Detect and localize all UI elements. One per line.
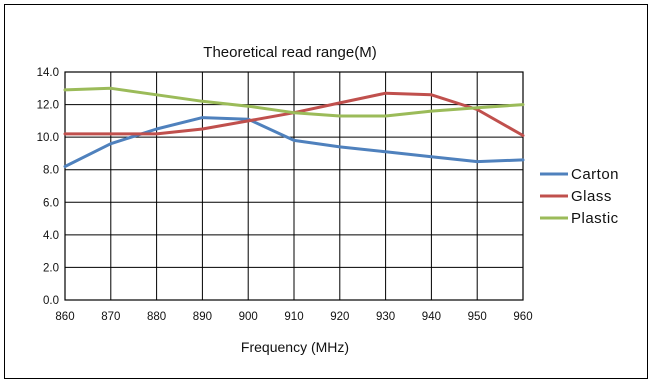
y-tick-label: 6.0	[43, 197, 59, 209]
legend-label-carton: Carton	[571, 166, 619, 183]
chart-frame	[4, 4, 648, 379]
legend-label-plastic: Plastic	[571, 210, 619, 227]
x-tick-label: 960	[513, 311, 532, 323]
chart-title: Theoretical read range(M)	[203, 44, 376, 61]
y-tick-labels: 0.0 2.0 4.0 6.0 8.0 10.0 12.0 14.0	[37, 67, 59, 307]
x-tick-label: 920	[330, 311, 349, 323]
x-tick-label: 870	[101, 311, 120, 323]
series-lines	[63, 86, 525, 168]
y-tick-label: 8.0	[43, 165, 59, 177]
x-tick-label: 890	[193, 311, 212, 323]
x-tick-label: 880	[147, 311, 166, 323]
x-tick-label: 950	[468, 311, 487, 323]
grid	[64, 71, 524, 301]
x-tick-label: 900	[239, 311, 258, 323]
x-tick-label: 930	[376, 311, 395, 323]
legend-label-glass: Glass	[571, 188, 612, 205]
x-tick-label: 910	[284, 311, 303, 323]
y-tick-label: 10.0	[37, 132, 59, 144]
y-tick-label: 14.0	[37, 67, 59, 79]
y-tick-label: 12.0	[37, 100, 59, 112]
y-tick-label: 4.0	[43, 230, 59, 242]
axes	[64, 71, 524, 301]
series-line-plastic	[63, 86, 525, 118]
legend: Carton Glass Plastic	[540, 166, 619, 227]
y-tick-label: 2.0	[43, 262, 59, 274]
y-tick-label: 0.0	[43, 295, 59, 307]
x-axis-label: Frequency (MHz)	[241, 339, 349, 355]
plot-area-border	[64, 71, 524, 301]
x-tick-label: 940	[422, 311, 441, 323]
x-tick-label: 860	[55, 311, 74, 323]
x-tick-labels: 860 870 880 890 900 910 920 930 940 950 960	[55, 311, 532, 323]
